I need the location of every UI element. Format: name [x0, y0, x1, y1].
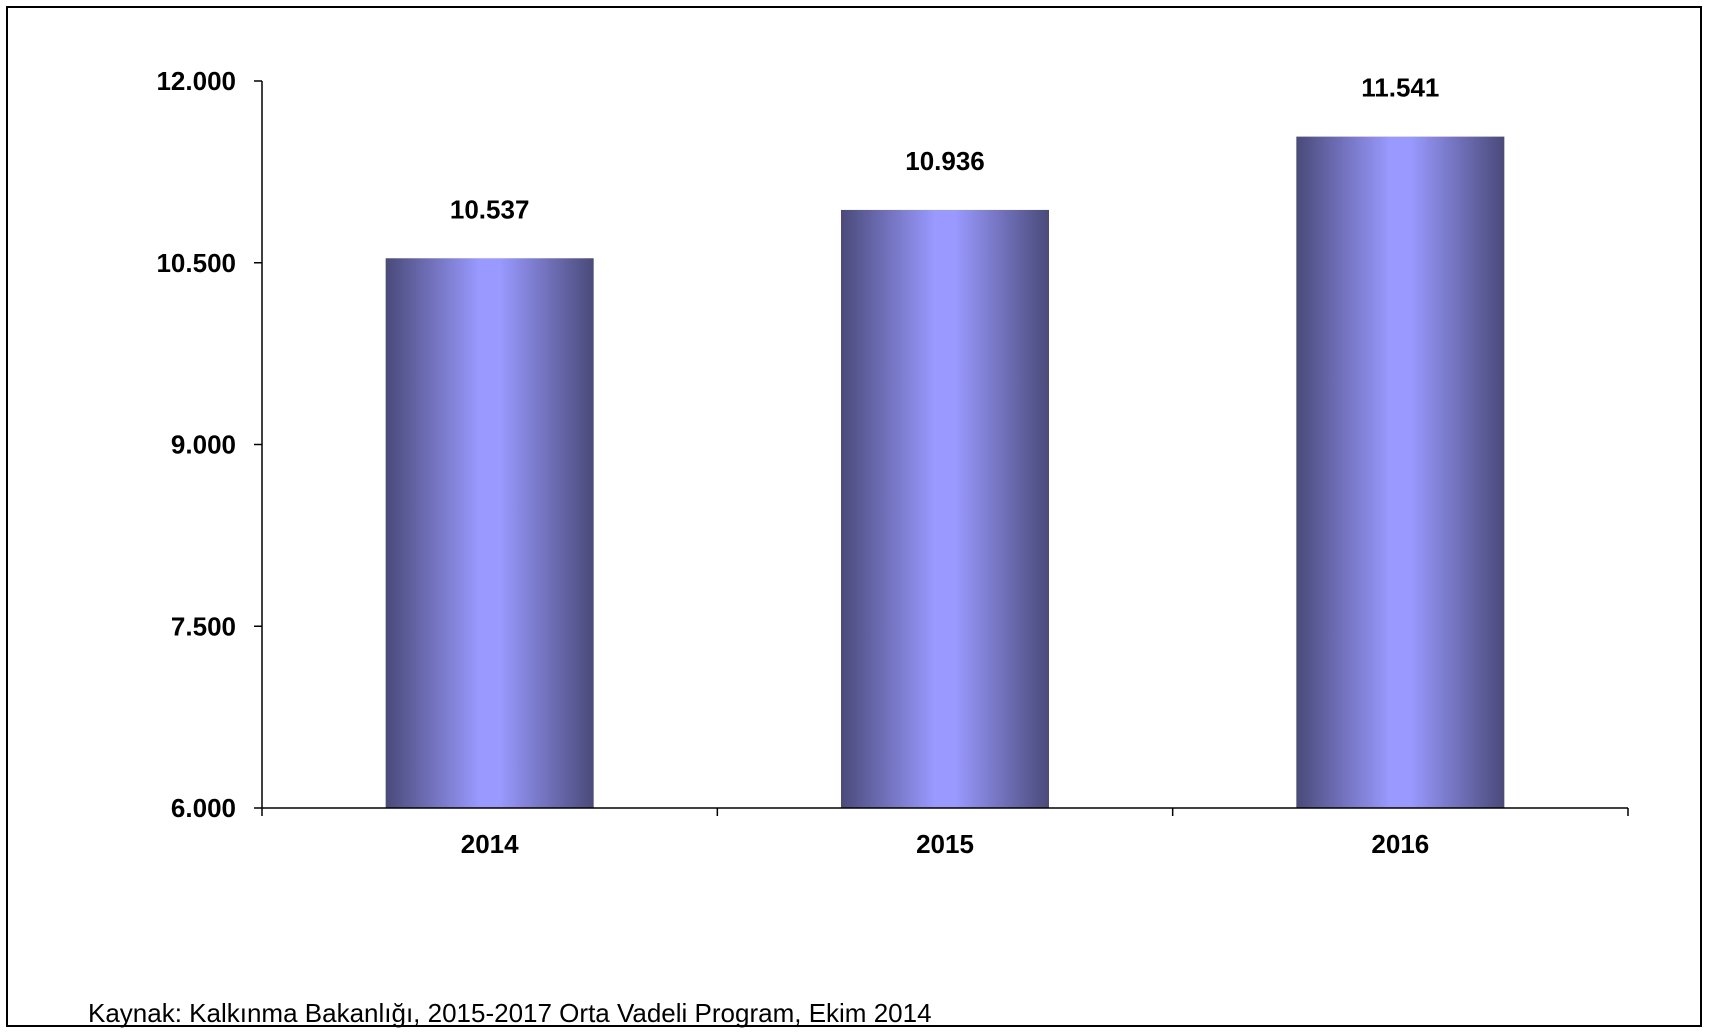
data-label-2015: 10.936 — [905, 146, 985, 176]
y-tick-label: 7.500 — [171, 611, 236, 641]
bar-2016 — [1296, 136, 1505, 809]
x-tick-label-2016: 2016 — [1371, 829, 1429, 859]
y-tick-label: 9.000 — [171, 430, 236, 460]
source-note: Kaynak: Kalkınma Bakanlığı, 2015-2017 Or… — [88, 998, 932, 1028]
x-tick-label-2015: 2015 — [916, 829, 974, 859]
y-tick-label: 12.000 — [156, 66, 236, 96]
data-label-2016: 11.541 — [1361, 73, 1439, 103]
x-tick-label-2014: 2014 — [461, 829, 519, 859]
bar-2015 — [841, 209, 1049, 808]
bar-2014 — [385, 258, 594, 808]
y-tick-label: 10.500 — [156, 248, 236, 278]
y-tick-label: 6.000 — [171, 793, 236, 823]
data-label-2014: 10.537 — [450, 194, 530, 224]
